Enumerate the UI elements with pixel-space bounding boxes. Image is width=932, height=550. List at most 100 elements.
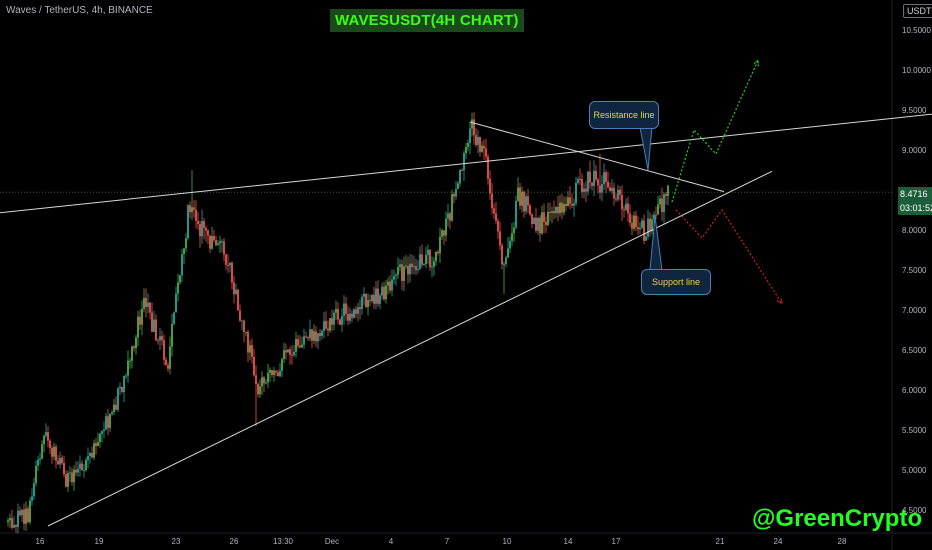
- candle-body: [191, 207, 193, 213]
- candle-body: [503, 263, 505, 265]
- candle-body: [351, 313, 353, 318]
- candle-body: [523, 191, 525, 212]
- projection-up-arrowhead: [752, 59, 759, 67]
- candle-body: [501, 245, 503, 265]
- candle-body: [479, 137, 481, 152]
- candle-body: [421, 254, 423, 265]
- candle-body: [309, 329, 311, 339]
- candle-body: [391, 279, 393, 291]
- candle-body: [443, 230, 445, 236]
- candle-body: [33, 483, 35, 497]
- candle-body: [643, 220, 645, 241]
- candle-body: [19, 510, 21, 516]
- candle-body: [429, 249, 431, 268]
- candle-body: [511, 233, 513, 241]
- candle-body: [99, 433, 101, 443]
- candle-body: [315, 331, 317, 342]
- candle-body: [197, 220, 199, 224]
- candle-body: [225, 254, 227, 265]
- candle-body: [543, 212, 545, 222]
- candle-body: [211, 236, 213, 249]
- candle-body: [371, 294, 373, 301]
- candle-body: [277, 372, 279, 376]
- candle-body: [471, 119, 473, 129]
- candle-body: [271, 369, 273, 376]
- candle-body: [375, 288, 377, 304]
- candle-body: [23, 509, 25, 524]
- candle-body: [489, 178, 491, 194]
- currency-button[interactable]: USDT: [903, 4, 932, 18]
- candle-body: [341, 315, 343, 325]
- symbol-info: Waves / TetherUS, 4h, BINANCE: [6, 5, 153, 16]
- candle-body: [133, 346, 135, 349]
- y-tick-label: 7.0000: [902, 306, 927, 315]
- candle-body: [115, 404, 117, 410]
- candle-body: [295, 339, 297, 352]
- candle-body: [459, 170, 461, 184]
- candle-body: [537, 217, 539, 231]
- candle-body: [157, 340, 159, 342]
- candle-body: [207, 230, 209, 236]
- candle-body: [231, 262, 233, 283]
- candle-body: [7, 520, 9, 522]
- candle-body: [21, 509, 23, 516]
- candle-body: [187, 205, 189, 239]
- candle-body: [139, 316, 141, 325]
- candle-body: [339, 319, 341, 325]
- x-tick-label: 4: [389, 537, 394, 546]
- candle-body: [53, 446, 55, 457]
- candle-body: [39, 458, 41, 460]
- upper-channel-line: [0, 113, 932, 214]
- candle-body: [253, 356, 255, 376]
- x-tick-label: 24: [774, 537, 783, 546]
- candle-body: [135, 337, 137, 349]
- candle-body: [509, 240, 511, 249]
- candle-body: [165, 359, 167, 366]
- resistance-line-callout[interactable]: Resistance line: [589, 101, 659, 129]
- candle-body: [123, 375, 125, 392]
- candle-body: [323, 321, 325, 332]
- candle-body: [623, 209, 625, 211]
- candle-body: [9, 518, 11, 521]
- candle-body: [293, 351, 295, 356]
- candle-body: [541, 212, 543, 234]
- candle-body: [305, 336, 307, 338]
- candle-body: [29, 500, 31, 523]
- candle-body: [497, 220, 499, 232]
- candle-body: [159, 336, 161, 341]
- candle-body: [97, 442, 99, 446]
- candle-body: [597, 179, 599, 186]
- candle-body: [521, 191, 523, 206]
- candle-body: [633, 215, 635, 229]
- candle-body: [257, 383, 259, 395]
- candle-body: [107, 416, 109, 428]
- candle-body: [279, 370, 281, 376]
- candle-body: [93, 443, 95, 458]
- x-tick-label: 26: [230, 537, 239, 546]
- candle-body: [525, 196, 527, 212]
- candle-body: [111, 412, 113, 414]
- candle-body: [163, 340, 165, 360]
- projection-up-path: [671, 60, 759, 203]
- candle-body: [595, 170, 597, 180]
- candle-body: [427, 249, 429, 255]
- candle-body: [237, 289, 239, 311]
- candle-body: [143, 297, 145, 309]
- candle-body: [43, 435, 45, 445]
- candle-body: [449, 213, 451, 221]
- candle-body: [275, 370, 277, 373]
- candle-body: [387, 281, 389, 286]
- candle-body: [659, 198, 661, 205]
- candle-body: [557, 207, 559, 214]
- candle-body: [109, 413, 111, 428]
- candle-body: [289, 349, 291, 355]
- y-tick-label: 5.5000: [902, 426, 927, 435]
- support-line-callout[interactable]: Support line: [641, 269, 711, 295]
- candle-body: [259, 386, 261, 395]
- candle-body: [273, 370, 275, 376]
- candle-body: [287, 349, 289, 353]
- candle-body: [651, 219, 653, 232]
- candle-body: [151, 312, 153, 332]
